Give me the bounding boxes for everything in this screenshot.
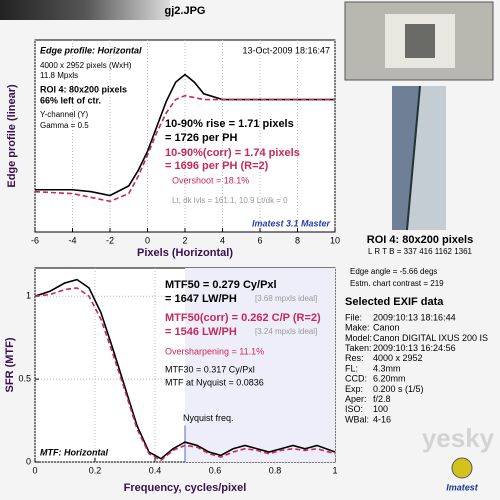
exif-value: 6.20mm [373, 374, 406, 384]
exif-key: FL: [345, 363, 358, 373]
exif-key: Model: [345, 333, 372, 343]
roi-bounds: L R T B = 337 416 1162 1361 [368, 247, 473, 256]
exif-key: ISO: [345, 404, 363, 414]
exif-value: 2009:10:13 18:16:44 [373, 312, 456, 322]
annotation: ROI 4: 80x200 pixels [40, 84, 127, 94]
annotation: Gamma = 0.5 [40, 121, 89, 130]
annotation: Y-channel (Y) [40, 110, 89, 119]
annotation: MTF50 = 0.279 Cy/Pxl [165, 279, 277, 291]
edge-angle: Edge angle = -5.66 degs [350, 267, 437, 276]
nyquist-region [185, 268, 335, 462]
annotation: 10-90%(corr) = 1.74 pixels [165, 147, 300, 159]
annotation: 4000 x 2952 pixels (WxH) [40, 61, 132, 70]
y-axis-label: Edge profile (linear) [6, 84, 18, 188]
series-line [34, 94, 335, 203]
annotation: 13-Oct-2009 18:16:47 [242, 45, 330, 55]
annotation: 11.8 Mpxls [40, 71, 78, 80]
x-tick-label: 0.2 [89, 465, 102, 475]
exif-value: Canon [373, 323, 400, 333]
series-line [35, 73, 335, 197]
x-tick-label: -6 [31, 235, 39, 245]
annotation: MTF50(corr) = 0.262 C/P (R=2) [165, 312, 321, 324]
exif-key: Make: [345, 323, 370, 333]
exif-value: 4000 x 2952 [373, 353, 423, 363]
annotation: Edge profile: Horizontal [40, 45, 142, 55]
x-tick-label: 0.4 [149, 465, 162, 475]
figure-title: gj2.JPG [165, 5, 206, 17]
series-line [34, 287, 336, 462]
watermark: yesky [422, 423, 495, 453]
x-tick-label: 10 [330, 235, 340, 245]
y-tick-label: 0.5 [18, 373, 31, 383]
annotation: 66% left of ctr. [40, 95, 101, 105]
thumbnail-detail [405, 24, 435, 58]
annotation: [3.68 mpxls ideal] [255, 294, 317, 303]
x-tick-label: 2 [182, 235, 187, 245]
exif-key: Res: [345, 353, 364, 363]
exif-value: 0.200 s (1/5) [373, 384, 424, 394]
annotation: Imatest 3.1 Master [252, 218, 331, 228]
annotation: MTF: Horizontal [40, 447, 108, 457]
nyquist-label: Nyquist freq. [183, 413, 234, 423]
annotation: MTF30 = 0.317 Cy/Pxl [165, 364, 255, 374]
y-tick-label: 1 [26, 291, 31, 301]
exif-value: 4.3mm [373, 363, 401, 373]
y-tick-label: 0 [26, 456, 31, 466]
annotation: MTF at Nyquist = 0.0836 [165, 377, 264, 387]
x-tick-label: 1 [332, 465, 337, 475]
x-tick-label: 0 [145, 235, 150, 245]
x-tick-label: -4 [68, 235, 76, 245]
annotation: Oversharpening = 11.1% [165, 346, 264, 356]
annotation: = 1647 LW/PH [165, 293, 237, 305]
exif-key: WBal: [345, 414, 369, 424]
exif-value: 4-16 [373, 414, 391, 424]
plots: -6 -4 -2 0 2 4 6 8 100 0.2 0.4 0.6 0.8 100.51Nyquist … [18, 40, 340, 475]
chart-contrast: Estm. chart contrast = 219 [350, 279, 444, 288]
exif-value: Canon DIGITAL IXUS 200 IS [373, 333, 488, 343]
exif-key: Exp: [345, 384, 363, 394]
edge-line [406, 85, 421, 231]
annotation: = 1726 per PH [165, 132, 238, 144]
x-tick-label: 4 [220, 235, 225, 245]
exif-key: Taken: [345, 343, 372, 353]
annotation: = 1546 LW/PH [165, 326, 237, 338]
exif-key: Aper: [345, 394, 367, 404]
exif-key: CCD: [345, 374, 367, 384]
logo-mark [451, 457, 473, 479]
exif-value: 2009:10:13 16:24:56 [373, 343, 456, 353]
logo-text: Imatest [446, 482, 479, 492]
x-axis-label: Pixels (Horizontal) [137, 247, 233, 259]
x-tick-label: -2 [106, 235, 114, 245]
annotation: [3.24 mpxls ideal] [255, 327, 317, 336]
annotation: = 1696 per PH (R=2) [165, 160, 269, 172]
x-tick-label: 6 [257, 235, 262, 245]
exif-value: f/2.8 [373, 394, 391, 404]
x-axis-label: Frequency, cycles/pixel [124, 482, 247, 494]
exif-value: 100 [373, 404, 388, 414]
x-tick-label: 8 [295, 235, 300, 245]
series-line [34, 278, 336, 460]
x-tick-label: 0.8 [269, 465, 282, 475]
annotation: Lt, dk lvls = 161.1, 10.9 Lt/dk = 0 [172, 196, 288, 205]
annotation: Overshoot = 18.1% [172, 175, 249, 185]
roi-label: ROI 4: 80x200 pixels [367, 234, 473, 246]
x-tick-label: 0 [32, 465, 37, 475]
exif-key: File: [345, 312, 362, 322]
exif-title: Selected EXIF data [345, 296, 444, 308]
y-axis-label: SFR (MTF) [4, 337, 16, 392]
annotation: 10-90% rise = 1.71 pixels [165, 118, 294, 130]
edge-strip [0, 0, 170, 20]
x-tick-label: 0.6 [209, 465, 222, 475]
